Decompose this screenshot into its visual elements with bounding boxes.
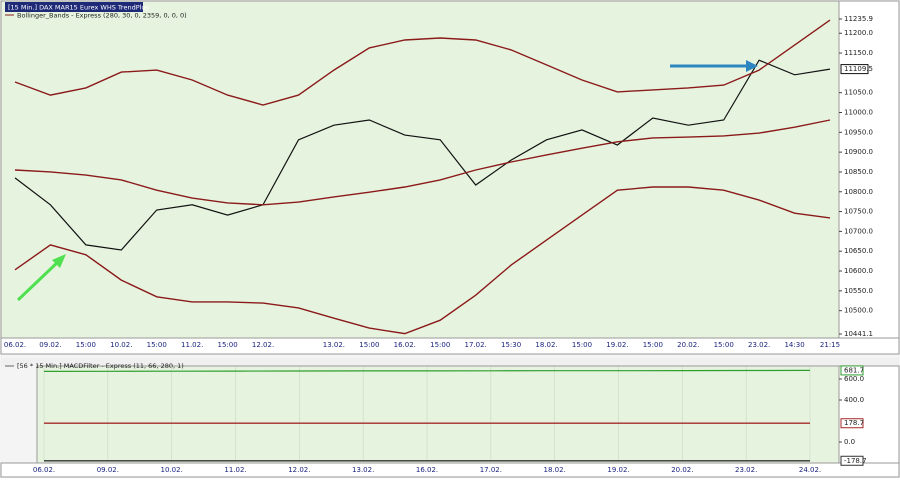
x-tick-label: 15:00 — [430, 341, 450, 349]
series-line — [43, 369, 811, 372]
x-tick-label: 18.02. — [544, 466, 566, 474]
x-tick-label: 20.02. — [671, 466, 693, 474]
y-tick-label: 10700.0 — [844, 227, 873, 235]
indicator-label: [56 * 15 Min.] MACDFilter - Express (11,… — [17, 362, 184, 370]
x-tick-label: 11.02. — [224, 466, 246, 474]
series-line — [14, 59, 831, 251]
x-tick-label: 15:00 — [714, 341, 734, 349]
annotation-arrows — [16, 60, 758, 302]
x-tick-label: 15:00 — [359, 341, 379, 349]
value-marker-label: -178.7 — [844, 457, 867, 465]
blue-arrowhead — [746, 60, 758, 72]
x-tick-label: 23.02. — [748, 341, 770, 349]
y-tick-label: 11150.0 — [844, 49, 873, 57]
x-tick-label: 16.02. — [416, 466, 438, 474]
indicator-label: Bollinger_Bands - Express (280, 30, 0, 2… — [17, 12, 187, 20]
price-x-axis — [0, 337, 900, 355]
x-tick-label: 09.02. — [97, 466, 119, 474]
value-marker — [840, 365, 864, 376]
macd-axis — [838, 365, 900, 464]
macd-x-axis — [0, 462, 900, 478]
y-tick-label: 0.0 — [844, 438, 855, 446]
y-tick-label: 10600.0 — [844, 267, 873, 275]
x-tick-label: 17.02. — [465, 341, 487, 349]
value-marker — [840, 418, 864, 429]
y-tick-label: 10750.0 — [844, 208, 873, 216]
x-tick-label: 18.02. — [535, 341, 557, 349]
y-tick-label: 10500.0 — [844, 307, 873, 315]
x-tick-label: 21:15 — [820, 341, 840, 349]
green-arrow — [16, 258, 62, 302]
y-tick-label: 10800.0 — [844, 188, 873, 196]
y-tick-label: 10650.0 — [844, 247, 873, 255]
x-tick-label: 20.02. — [677, 341, 699, 349]
x-tick-label: 09.02. — [39, 341, 61, 349]
y-tick-label: 10550.0 — [844, 287, 873, 295]
series-line — [14, 186, 831, 335]
x-tick-label: 15:00 — [572, 341, 592, 349]
x-tick-label: 15:00 — [218, 341, 238, 349]
macd-panel — [36, 365, 840, 464]
title-box — [5, 2, 143, 12]
value-marker — [840, 64, 869, 75]
x-tick-label: 13.02. — [352, 466, 374, 474]
value-marker-label: 11109.5 — [844, 65, 873, 73]
y-tick-label: 400.0 — [844, 396, 864, 404]
y-tick-label: 600.0 — [844, 375, 864, 383]
x-tick-label: 10.02. — [161, 466, 183, 474]
x-tick-label: 13.02. — [323, 341, 345, 349]
x-tick-label: 17.02. — [480, 466, 502, 474]
y-tick-label: 10950.0 — [844, 128, 873, 136]
value-marker-label: 178.7 — [844, 419, 864, 427]
x-tick-label: 06.02. — [4, 341, 26, 349]
x-tick-label: 16.02. — [394, 341, 416, 349]
series-line — [14, 19, 831, 106]
y-tick-label: 10441.1 — [844, 330, 873, 338]
chart-title: [15 Min.] DAX MAR15 Eurex WHS TrendPlus — [8, 4, 150, 12]
macd-header — [1, 358, 899, 366]
y-tick-label: 10850.0 — [844, 168, 873, 176]
value-marker-label: 681.7 — [844, 366, 864, 374]
y-tick-label: 10900.0 — [844, 148, 873, 156]
marks: 10441.1 10500.0 10550.0 10600.0 10650.0 10700… — [4, 15, 873, 474]
x-tick-label: 12.02. — [288, 466, 310, 474]
x-tick-label: 15:30 — [501, 341, 521, 349]
x-tick-label: 19.02. — [606, 341, 628, 349]
price-panel — [0, 0, 840, 339]
y-tick-label: 11050.0 — [844, 89, 873, 97]
series-line — [14, 119, 831, 206]
x-tick-label: 15:00 — [147, 341, 167, 349]
y-tick-label: 11235.9 — [844, 15, 873, 23]
y-tick-label: 11200.0 — [844, 29, 873, 37]
x-tick-label: 24.02. — [799, 466, 821, 474]
x-tick-label: 10.02. — [110, 341, 132, 349]
x-tick-label: 12.02. — [252, 341, 274, 349]
x-tick-label: 14:30 — [784, 341, 804, 349]
x-tick-label: 11.02. — [181, 341, 203, 349]
green-arrowhead — [52, 254, 66, 268]
x-tick-label: 23.02. — [735, 466, 757, 474]
value-marker — [840, 455, 864, 466]
price-axis — [838, 0, 900, 339]
x-tick-label: 19.02. — [607, 466, 629, 474]
x-tick-label: 15:00 — [76, 341, 96, 349]
x-tick-label: 06.02. — [33, 466, 55, 474]
y-tick-label: 11000.0 — [844, 108, 873, 116]
x-tick-label: 15:00 — [643, 341, 663, 349]
